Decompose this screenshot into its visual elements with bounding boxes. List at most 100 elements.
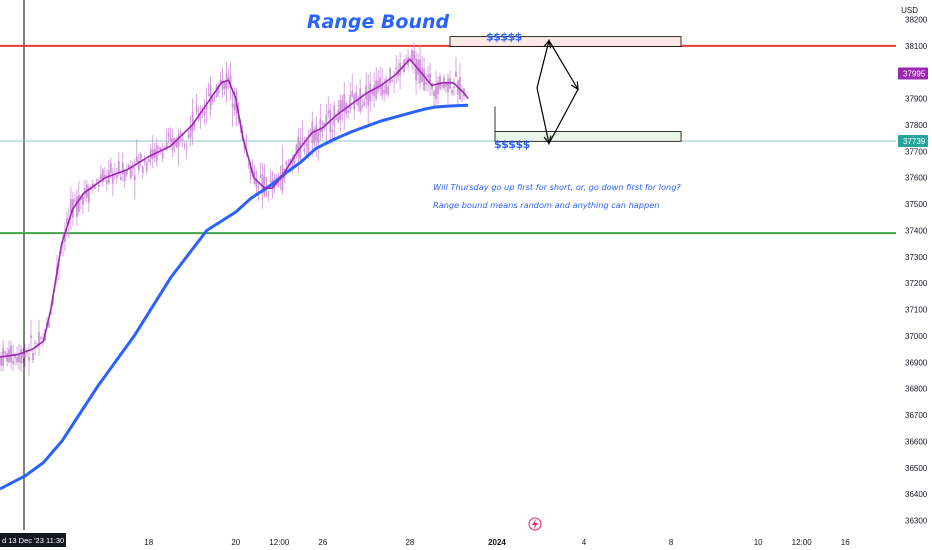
candle-body [275,177,278,180]
candle-body [413,50,415,61]
price-tag-37995 [898,67,928,80]
time-axis-background [0,530,932,550]
arrowhead-top-icon [543,39,552,49]
candle-body [337,110,340,123]
candle-body [299,140,302,160]
x-tick-label: 18 [144,538,153,547]
candle-body [103,174,106,177]
x-tick-label: 28 [405,538,414,547]
candle-body [30,335,32,338]
x-tick-label: 2024 [488,538,506,547]
candle-body [123,171,126,181]
annotations-layer: Range Bound $$$$$ $$$$$ Will Thursday go up… [307,11,682,210]
y-tick-label: 37300 [905,253,928,262]
candle-body [387,86,390,95]
candle-body [447,78,449,93]
candle-body [349,94,352,110]
candle-body [145,162,148,172]
moving-averages-layer [0,58,469,491]
y-tick-label: 37700 [905,147,928,156]
candle-body [313,129,316,144]
candle-body [259,175,262,177]
x-tick-label: 12:00 [792,538,813,547]
candle-body [367,92,370,106]
candle-body [187,134,190,138]
price-tag-37739 [898,135,928,148]
candle-body [201,111,204,113]
candle-body [109,163,112,173]
candle-body [105,180,108,184]
candle-body [223,81,226,89]
candle-body [307,140,310,154]
candle-body [319,118,322,133]
candle-body [189,125,192,137]
candle-body [437,81,439,95]
candle-body [70,198,72,214]
candle-body [12,360,14,364]
candle-body [115,175,118,178]
candle-body [18,354,20,363]
chart-title: Range Bound [307,11,450,33]
candle-body [159,147,162,152]
candle-body [423,69,425,90]
candle-body [291,158,294,167]
candle-body [231,103,234,107]
candle-body [129,168,132,179]
candle-body [441,84,443,87]
candle-body [137,160,140,171]
candle-body [26,352,28,354]
crosshair-time-label: d 13 Dec '23 11:30 [2,536,64,545]
candle-body [279,178,282,181]
candle-body [143,159,146,162]
candle-body [335,118,338,120]
candle-body [361,105,364,108]
candle-body [209,84,212,110]
candle-body [199,116,202,118]
candle-body [207,93,210,96]
candle-body [167,132,170,138]
candle-body [6,353,8,362]
candle-body [249,163,252,174]
candle-body [339,99,342,120]
lightning-bolt-icon [532,519,538,529]
candle-body [135,156,138,162]
candle-body [385,79,388,94]
x-tick-label: 12:00 [269,538,290,547]
candle-body [297,136,300,157]
candle-body [161,150,164,159]
candle-body [293,154,296,163]
candle-body [333,105,336,126]
y-tick-label: 37900 [905,95,928,104]
candle-body [343,94,346,112]
candle-body [34,342,36,344]
y-tick-label: 36800 [905,385,928,394]
candle-body [445,84,447,87]
candle-body [359,88,362,112]
crosshair-time-tag [0,533,66,547]
candle-body [373,85,376,97]
y-tick-label: 37500 [905,200,928,209]
candle-body [233,103,236,111]
candle-body [411,50,413,63]
candle-body [301,138,304,140]
candle-body [149,149,152,160]
candle-body [125,169,128,175]
candle-body [121,162,124,175]
candle-body [429,73,431,83]
candle-body [229,75,232,89]
candle-body [179,132,182,135]
candle-body [381,84,384,96]
price-tag-label: 37995 [903,70,926,79]
candle-body [133,175,136,181]
x-tick-label: 20 [231,538,240,547]
x-tick-label: 8 [669,538,674,547]
y-tick-label: 38100 [905,42,928,51]
resistance-zone-box [449,36,682,47]
candle-body [317,131,320,144]
candle-body [255,178,258,188]
candle-body [305,143,308,146]
y-tick-label: 36400 [905,490,928,499]
